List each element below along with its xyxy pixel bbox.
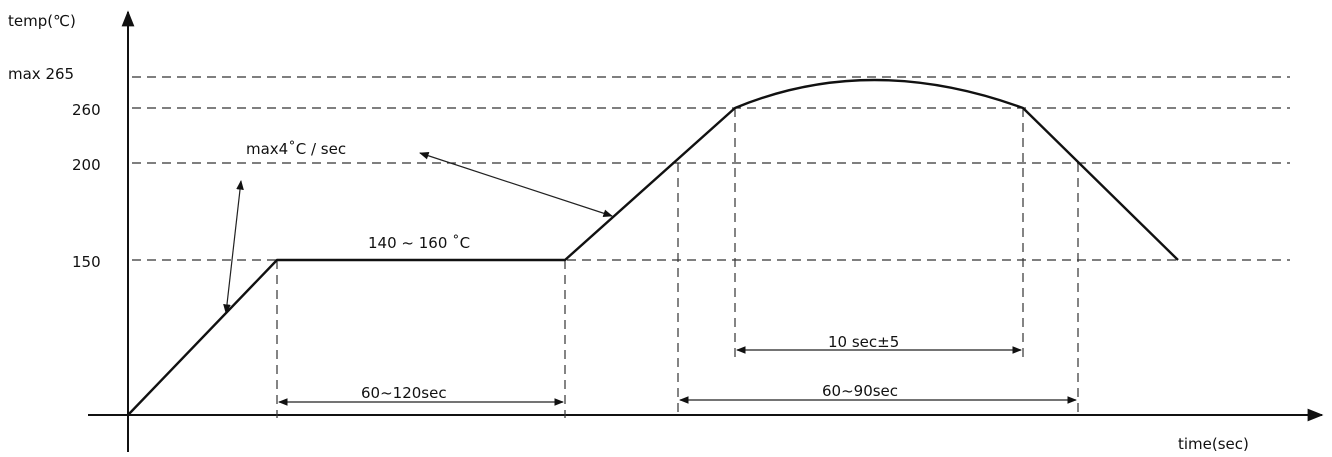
level-label-150: 150: [72, 253, 101, 271]
ramp-rate-arrow-reflow: [419, 152, 613, 217]
reflow-time-label: 60~90sec: [822, 382, 898, 400]
peak-time-label: 10 sec±5: [828, 333, 899, 351]
ramp-rate-arrow-preheat: [223, 180, 244, 314]
soak-range-label: 140 ~ 160 ˚C: [368, 234, 470, 252]
y-axis-label: temp(℃): [8, 12, 76, 30]
ramp-rate-label: max4˚C / sec: [246, 140, 346, 158]
temperature-profile-curve: [127, 78, 1179, 416]
level-label-200: 200: [72, 156, 101, 174]
soak-time-label: 60~120sec: [361, 384, 447, 402]
level-label-max-265: max 265: [8, 65, 74, 83]
level-label-260: 260: [72, 101, 101, 119]
x-axis-label: time(sec): [1178, 435, 1249, 453]
